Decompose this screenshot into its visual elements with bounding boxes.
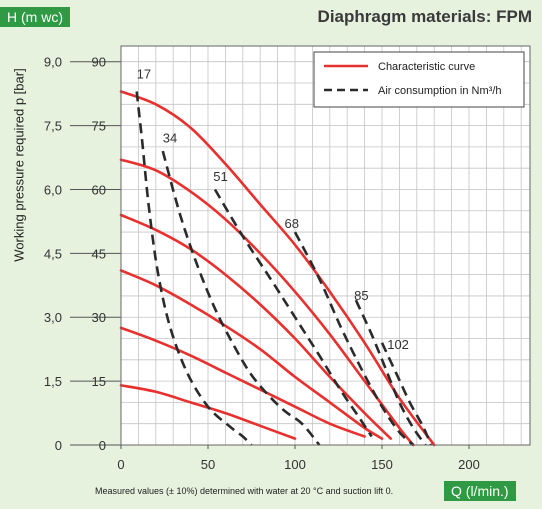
y-tick-label-bar: 7,5 (44, 119, 62, 134)
legend-entry-air: Air consumption in Nm³/h (378, 85, 502, 97)
y-tick-label-bar: 0 (55, 438, 62, 453)
y-tick-label-bar: 6,0 (44, 182, 62, 197)
air-consumption-curve (293, 231, 415, 446)
curve-annotation: 68 (285, 216, 299, 231)
x-tick-label: 100 (284, 457, 306, 472)
axis-ticks: 0 01,5 153,0 304,5 456,0 607,5 759,0 900 50 100 15… (44, 55, 480, 472)
curve-annotations: 17 34 51 68 85 102 (137, 67, 409, 352)
characteristic-curve (119, 213, 392, 440)
legend-entry-characteristic: Characteristic curve (378, 61, 475, 73)
characteristic-curve (119, 269, 384, 440)
y-tick-label-h: 75 (92, 119, 106, 134)
y-tick-label-h: 15 (92, 374, 106, 389)
y-tick-label-bar: 4,5 (44, 246, 62, 261)
air-consumption-curve (135, 91, 253, 446)
air-consumption-curve (161, 150, 321, 446)
legend-box (313, 51, 525, 108)
x-tick-label: 50 (201, 457, 215, 472)
x-tick-label: 150 (371, 457, 393, 472)
plot-border (120, 45, 531, 446)
curve-annotation: 51 (213, 169, 227, 184)
footnote: Measured values (± 10%) determined with … (95, 486, 394, 496)
q-unit-tag: Q (l/min.) (444, 481, 516, 501)
legend: Characteristic curve Air consumption in … (313, 51, 525, 108)
curve-annotation: 17 (137, 67, 151, 82)
x-tick-label: 200 (458, 457, 480, 472)
y-tick-label-h: 30 (92, 310, 106, 325)
y-tick-label-bar: 3,0 (44, 310, 62, 325)
x-tick-label: 0 (117, 457, 124, 472)
y-tick-label-bar: 9,0 (44, 55, 62, 70)
h-unit-tag: H (m wc) (0, 7, 70, 27)
chart-title: Diaphragm materials: FPM (317, 7, 532, 26)
curve-annotation: 34 (163, 131, 177, 146)
air-consumption-curve (354, 299, 427, 446)
y-tick-label-h: 0 (99, 438, 106, 453)
y-tick-label-bar: 1,5 (44, 374, 62, 389)
y-tick-label-h: 90 (92, 55, 106, 70)
characteristic-curve (119, 326, 366, 438)
air-consumption-curve (213, 188, 373, 438)
characteristic-curves (119, 90, 436, 447)
curve-annotation: 102 (387, 337, 409, 352)
air-consumption-curves (135, 91, 432, 446)
y-tick-label-h: 60 (92, 182, 106, 197)
curve-annotation: 85 (354, 288, 368, 303)
characteristic-curve (119, 90, 436, 447)
y-tick-label-h: 45 (92, 246, 106, 261)
air-consumption-curve (380, 342, 432, 446)
